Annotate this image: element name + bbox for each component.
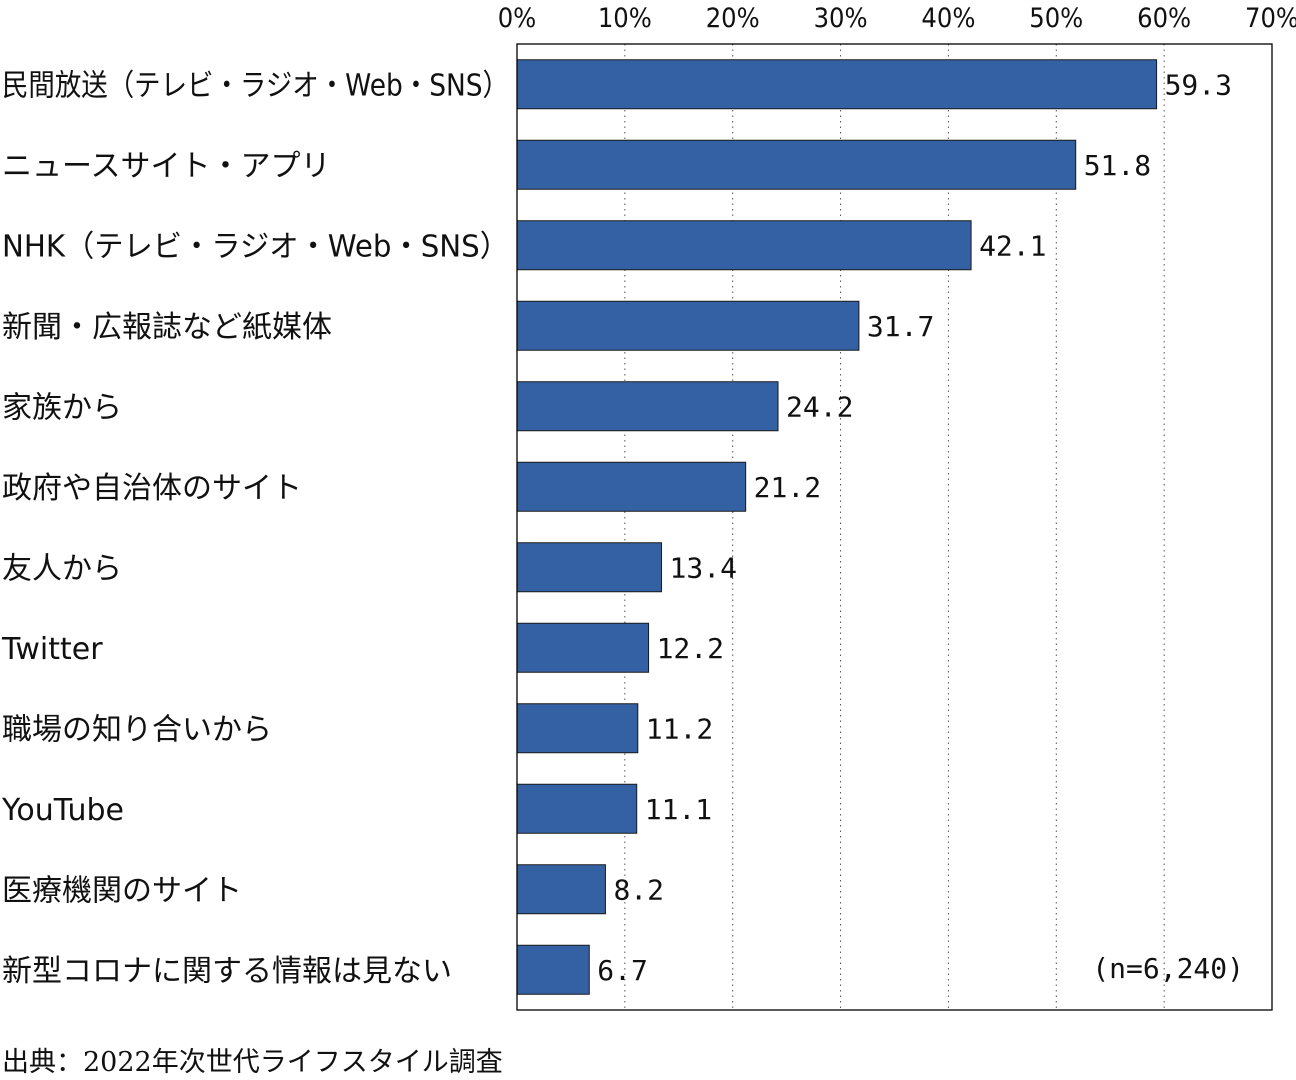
data-label: 12.2 xyxy=(657,632,724,665)
bar xyxy=(516,59,1158,110)
x-axis-ticks: 0% 10% 20% 30% 40% 50% 60% 70% xyxy=(498,3,1296,34)
category-label: 職場の知り合いから xyxy=(2,712,272,747)
bar xyxy=(516,622,650,673)
category-label: 医療機関のサイト xyxy=(2,873,242,908)
category-label: 友人から xyxy=(2,551,122,586)
x-tick-label: 40% xyxy=(921,3,975,34)
data-label: 21.2 xyxy=(754,471,821,504)
data-label: 42.1 xyxy=(979,229,1046,262)
category-label: Twitter xyxy=(1,632,103,667)
x-tick-label: 20% xyxy=(706,3,760,34)
bar xyxy=(516,542,663,593)
data-label: 51.8 xyxy=(1084,149,1151,182)
data-label: 11.2 xyxy=(646,712,713,745)
category-label: 新聞・広報誌など紙媒体 xyxy=(2,310,332,345)
category-labels: 民間放送（テレビ・ラジオ・Web・SNS） ニュースサイト・アプリ NHK（テレビ・… xyxy=(1,68,509,989)
category-label: NHK（テレビ・ラジオ・Web・SNS） xyxy=(2,229,509,264)
x-tick-label: 50% xyxy=(1029,3,1083,34)
category-label: ニュースサイト・アプリ xyxy=(2,149,331,184)
category-label: 新型コロナに関する情報は見ない xyxy=(2,954,452,989)
x-tick-label: 30% xyxy=(814,3,868,34)
data-label: 8.2 xyxy=(613,873,664,906)
data-label: 6.7 xyxy=(597,954,648,987)
bar xyxy=(516,864,606,915)
x-tick-label: 0% xyxy=(498,3,537,34)
grid-lines xyxy=(624,44,1165,1010)
data-label: 11.1 xyxy=(645,793,712,826)
bar xyxy=(516,139,1077,190)
data-label: 59.3 xyxy=(1165,68,1232,101)
bar xyxy=(516,703,639,754)
category-label: 政府や自治体のサイト xyxy=(2,471,302,506)
x-tick-label: 10% xyxy=(598,3,652,34)
data-label: 13.4 xyxy=(670,551,737,584)
bar xyxy=(516,381,779,432)
bar xyxy=(516,783,638,834)
x-tick-label: 60% xyxy=(1137,3,1191,34)
category-label: 家族から xyxy=(2,390,122,425)
sample-size-note: (n=6,240) xyxy=(1092,952,1244,985)
value-labels: 59.3 51.8 42.1 31.7 24.2 21.2 13.4 12.2 11.2 11.1… xyxy=(597,68,1232,987)
plot-frame xyxy=(516,43,1273,1011)
bar xyxy=(516,461,747,512)
category-label: 民間放送（テレビ・ラジオ・Web・SNS） xyxy=(2,68,509,103)
bar xyxy=(516,300,860,351)
bar xyxy=(516,220,972,271)
source-note: 出典：2022年次世代ライフスタイル調査 xyxy=(2,1047,503,1078)
bars xyxy=(516,59,1158,995)
bar xyxy=(516,944,590,995)
category-label: YouTube xyxy=(1,793,124,828)
data-label: 31.7 xyxy=(867,310,934,343)
x-tick-label: 70% xyxy=(1245,3,1296,34)
data-label: 24.2 xyxy=(786,390,853,423)
